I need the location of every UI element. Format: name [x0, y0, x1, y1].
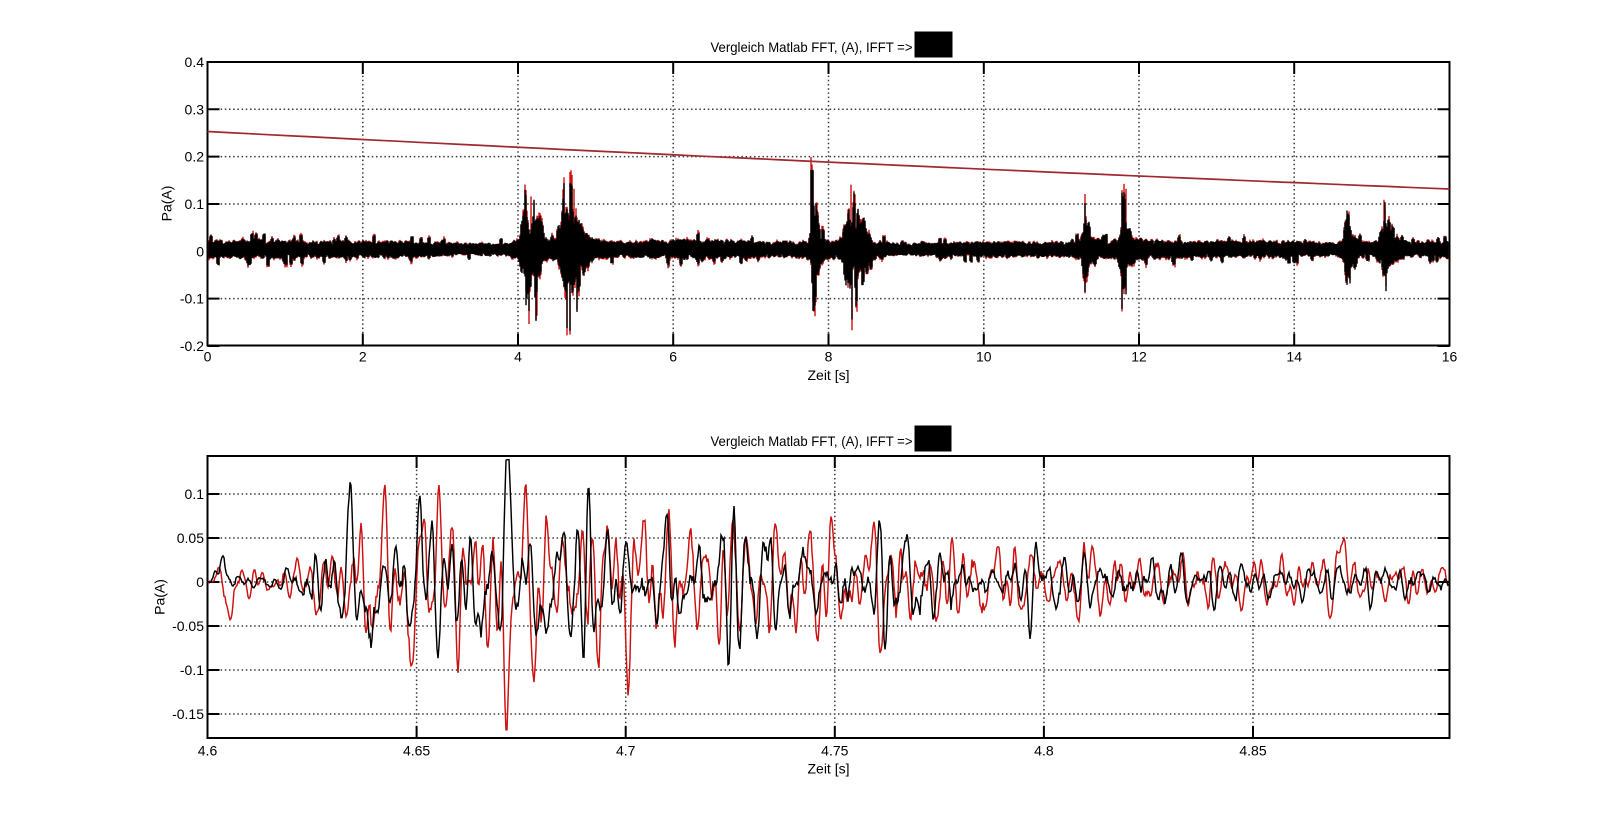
svg-text:2: 2 [359, 349, 367, 365]
svg-text:Vergleich Matlab FFT, (A), IFF: Vergleich Matlab FFT, (A), IFFT => [711, 433, 913, 449]
svg-text:-0.2: -0.2 [180, 338, 204, 354]
svg-text:4.65: 4.65 [403, 742, 430, 758]
svg-text:0.1: 0.1 [185, 196, 205, 212]
svg-text:0: 0 [196, 243, 204, 259]
svg-text:0.2: 0.2 [185, 149, 205, 165]
svg-text:16: 16 [1442, 349, 1458, 365]
svg-text:6: 6 [669, 349, 677, 365]
svg-text:-0.05: -0.05 [172, 618, 204, 634]
svg-text:4.75: 4.75 [821, 742, 848, 758]
svg-text:-0.1: -0.1 [180, 662, 204, 678]
svg-text:-0.1: -0.1 [180, 291, 204, 307]
svg-text:4: 4 [514, 349, 522, 365]
svg-text:Pa(A): Pa(A) [152, 579, 168, 615]
svg-text:8: 8 [825, 349, 833, 365]
svg-text:10: 10 [976, 349, 992, 365]
svg-text:0.3: 0.3 [185, 101, 205, 117]
svg-text:Zeit [s]: Zeit [s] [807, 760, 849, 776]
svg-text:4.85: 4.85 [1239, 742, 1266, 758]
svg-text:12: 12 [1131, 349, 1147, 365]
svg-text:0.05: 0.05 [177, 530, 204, 546]
svg-text:0: 0 [196, 574, 204, 590]
svg-text:0.1: 0.1 [185, 486, 205, 502]
svg-text:Zeit [s]: Zeit [s] [807, 367, 849, 383]
svg-text:Vergleich Matlab FFT, (A), IFF: Vergleich Matlab FFT, (A), IFFT => [711, 39, 913, 55]
svg-text:0: 0 [204, 349, 212, 365]
svg-text:4.8: 4.8 [1034, 742, 1054, 758]
svg-text:0.4: 0.4 [185, 54, 205, 70]
svg-text:-0.15: -0.15 [172, 706, 204, 722]
svg-text:4.6: 4.6 [198, 742, 218, 758]
svg-text:Pa(A): Pa(A) [159, 186, 175, 222]
svg-text:4.7: 4.7 [616, 742, 636, 758]
svg-text:14: 14 [1286, 349, 1302, 365]
